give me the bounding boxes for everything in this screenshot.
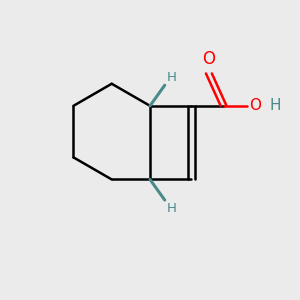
Text: H: H	[269, 98, 281, 113]
Text: H: H	[167, 71, 177, 84]
Text: O: O	[249, 98, 261, 113]
Text: O: O	[202, 50, 215, 68]
Text: H: H	[167, 202, 177, 215]
